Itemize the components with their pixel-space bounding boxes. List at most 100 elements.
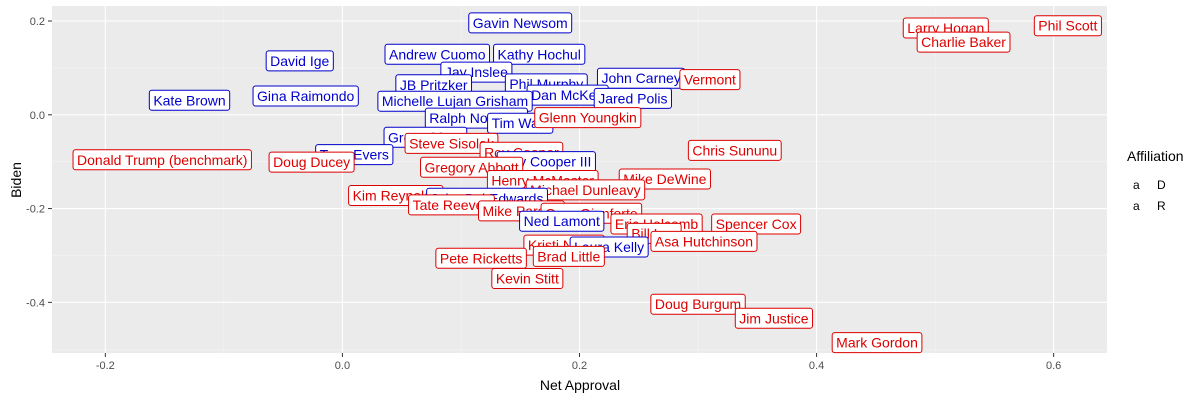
point-label-box	[148, 89, 231, 111]
y-tick-label: 0.2	[30, 16, 45, 28]
point-label: Doug Burgum	[650, 293, 746, 315]
point-label-box	[468, 12, 573, 34]
point-label-text: Chris Sununu	[692, 142, 777, 158]
point-label-text: John Carney	[601, 70, 680, 86]
point-label-box	[831, 332, 923, 354]
point-label: Charlie Baker	[916, 31, 1011, 53]
point-label-box	[734, 307, 814, 329]
point-label: Glenn Youngkin	[534, 107, 642, 129]
point-label-text: Tate Reeves	[413, 197, 491, 213]
point-label-box	[252, 85, 359, 107]
point-label: Tate Reeves	[408, 194, 495, 216]
point-label-text: Pete Ricketts	[440, 250, 522, 266]
point-label-text: Phil Scott	[1038, 18, 1097, 34]
x-tick-label: -0.2	[96, 360, 115, 372]
point-label-text: Brad Little	[537, 248, 600, 264]
point-label: Asa Hutchinson	[650, 230, 758, 252]
x-tick-label: 0.2	[572, 360, 587, 372]
point-label-text: Asa Hutchinson	[655, 233, 753, 249]
legend: Affiliation a D a R	[1127, 148, 1184, 213]
point-label-text: Vermont	[684, 72, 736, 88]
legend-label-r: R	[1157, 199, 1166, 213]
point-label: Pete Ricketts	[435, 247, 527, 269]
point-label-text: Gavin Newsom	[473, 15, 568, 31]
point-label: Mark Gordon	[831, 332, 923, 354]
point-label-text: Donald Trump (benchmark)	[77, 152, 247, 168]
point-label: JB Pritzker	[395, 74, 473, 96]
point-label-box	[519, 210, 605, 232]
point-label-box	[687, 139, 782, 161]
point-label-box	[265, 50, 334, 72]
point-label: Chris Sununu	[687, 139, 782, 161]
point-label: Kate Brown	[148, 89, 231, 111]
point-label: Jim Justice	[734, 307, 814, 329]
point-label-box	[1033, 15, 1102, 37]
point-label-text: Kevin Stitt	[496, 270, 559, 286]
y-axis-title: Biden	[8, 162, 24, 198]
point-label-box	[435, 247, 527, 269]
point-label: Michelle Lujan Grisham	[377, 90, 533, 112]
point-label: Brad Little	[532, 245, 605, 267]
point-label-text: Kate Brown	[153, 92, 225, 108]
x-tick-label: 0.0	[335, 360, 350, 372]
point-label: Gavin Newsom	[468, 12, 573, 34]
point-label-box	[532, 245, 605, 267]
point-label: Kathy Hochul	[493, 43, 586, 65]
point-label-text: Michael Dunleavy	[530, 182, 641, 198]
point-label-box	[268, 151, 355, 173]
legend-title: Affiliation	[1127, 148, 1184, 164]
point-label-box	[384, 43, 491, 65]
point-label-box	[491, 267, 564, 289]
point-label: Spencer Cox	[711, 213, 802, 235]
y-tick-label: -0.2	[26, 204, 45, 216]
point-label-text: JB Pritzker	[400, 77, 468, 93]
x-axis: -0.2 0.0 0.2 0.4 0.6	[96, 353, 1061, 372]
point-label-text: Kathy Hochul	[498, 46, 581, 62]
point-label: Kevin Stitt	[491, 267, 564, 289]
point-label: Ned Lamont	[519, 210, 605, 232]
point-label-text: Gina Raimondo	[257, 88, 354, 104]
legend-key-d: a	[1133, 178, 1140, 192]
point-label: John Carney	[596, 67, 686, 89]
point-label: Donald Trump (benchmark)	[72, 149, 252, 171]
point-label-box	[493, 43, 586, 65]
legend-key-r: a	[1133, 199, 1140, 213]
point-label: Dan McKee	[526, 84, 609, 106]
point-label-text: Doug Burgum	[655, 296, 741, 312]
point-label-text: Doug Ducey	[273, 154, 350, 170]
point-label: Andrew Cuomo	[384, 43, 491, 65]
point-label-box	[534, 107, 642, 129]
point-label-text: Charlie Baker	[921, 34, 1006, 50]
point-label-text: Ned Lamont	[524, 213, 600, 229]
point-label: Jared Polis	[593, 87, 672, 109]
y-axis: 0.2 0.0 -0.2 -0.4	[26, 16, 52, 309]
point-label-box	[72, 149, 252, 171]
point-labels: Gavin Newsom Andrew Cuomo Kathy Hochul Davi…	[72, 12, 1102, 354]
point-label-box	[916, 31, 1011, 53]
legend-label-d: D	[1157, 178, 1166, 192]
point-label-text: Dan McKee	[531, 87, 604, 103]
x-axis-title: Net Approval	[540, 377, 620, 393]
point-label: Gina Raimondo	[252, 85, 359, 107]
x-tick-label: 0.6	[1046, 360, 1061, 372]
point-label-text: Jared Polis	[598, 90, 667, 106]
point-label-text: Mark Gordon	[836, 335, 918, 351]
point-label-text: Michelle Lujan Grisham	[382, 93, 528, 109]
point-label-text: Spencer Cox	[716, 216, 797, 232]
point-label-text: Glenn Youngkin	[539, 110, 637, 126]
point-label-box	[650, 230, 758, 252]
point-label-text: Jim Justice	[739, 310, 808, 326]
y-tick-label: -0.4	[26, 297, 45, 309]
x-tick-label: 0.4	[809, 360, 824, 372]
point-label: Phil Scott	[1033, 15, 1102, 37]
point-label: David Ige	[265, 50, 334, 72]
y-tick-label: 0.0	[30, 110, 45, 122]
point-label: Doug Ducey	[268, 151, 355, 173]
point-label-text: Steve Sisolak	[409, 135, 495, 151]
point-label: Steve Sisolak	[404, 132, 499, 154]
point-label-text: David Ige	[270, 53, 329, 69]
point-label: Vermont	[679, 69, 741, 91]
point-label-text: Roy Cooper III	[501, 154, 591, 170]
point-label-text: Andrew Cuomo	[389, 46, 486, 62]
